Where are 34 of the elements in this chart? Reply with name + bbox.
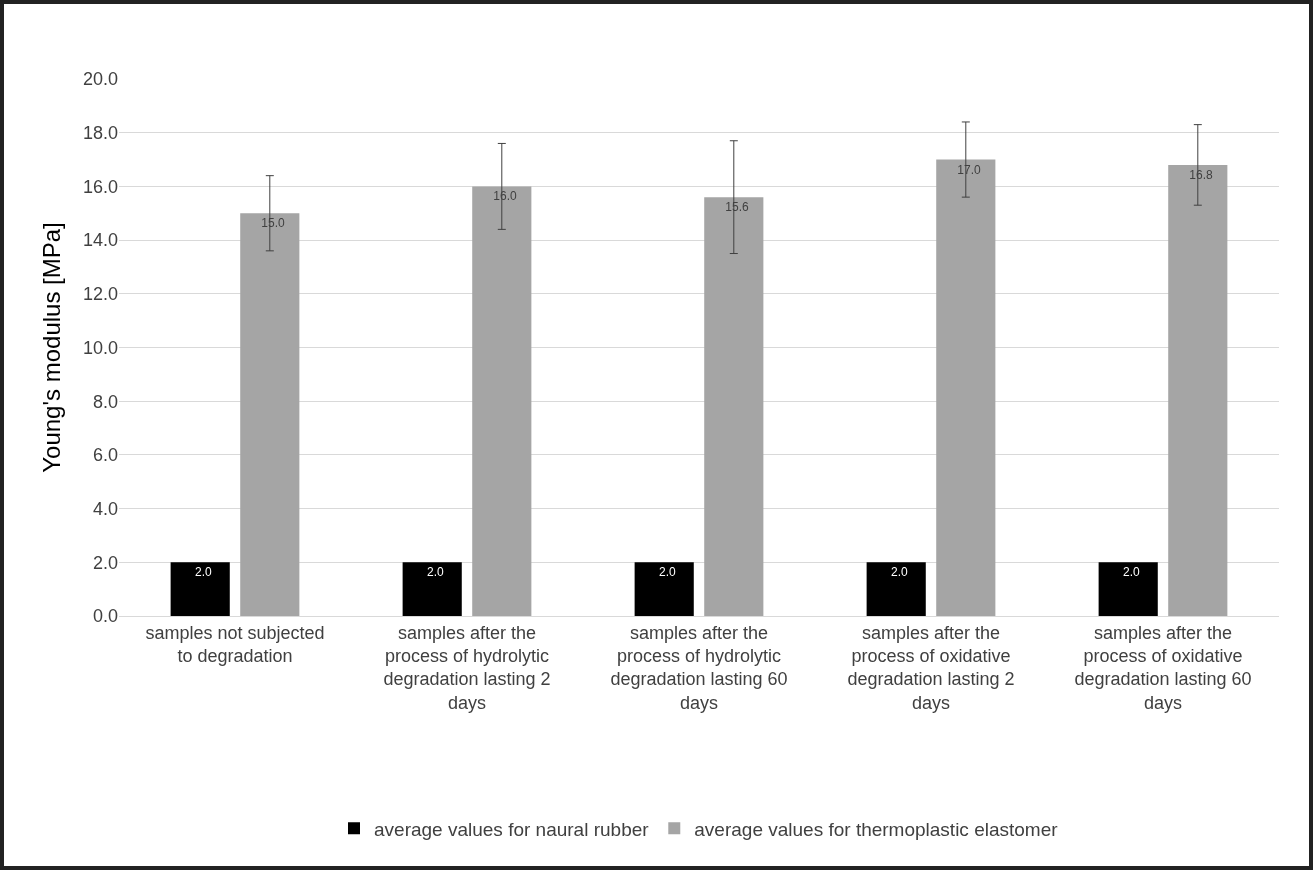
bar [634, 562, 694, 616]
y-tick-label: 12.0 [82, 284, 118, 305]
y-tick-label: 6.0 [92, 445, 118, 466]
data-label: 2.0 [420, 565, 445, 580]
data-label: 2.0 [884, 565, 909, 580]
x-tick-label: samples not subjected to degradation [145, 622, 325, 666]
y-tick-label: 2.0 [92, 552, 118, 573]
legend-label: average values for naural rubber [374, 818, 650, 840]
y-tick-label: 10.0 [82, 337, 118, 358]
legend-label: average values for thermoplastic elastomer [694, 818, 1059, 840]
bar [1098, 562, 1158, 616]
y-tick-label: 14.0 [82, 230, 118, 251]
bar [170, 562, 230, 616]
x-tick-label: samples after the process of hydrolytic degradation lasting 60 days [610, 622, 788, 713]
y-tick-label: 20.0 [82, 69, 118, 90]
bar [866, 562, 926, 616]
bar [472, 186, 532, 616]
data-label: 2.0 [1116, 565, 1141, 580]
y-tick-label: 16.0 [82, 176, 118, 197]
x-tick-label: samples after the process of oxidative degradation lasting 60 days [1074, 622, 1252, 713]
y-axis-title: Young's modulus [MPa] [38, 222, 66, 473]
y-tick-label: 4.0 [92, 498, 118, 519]
y-tick-label: 0.0 [92, 606, 118, 627]
bar [402, 562, 462, 616]
x-tick-label: samples after the process of oxidative degradation lasting 2 days [847, 622, 1015, 713]
data-label: 2.0 [652, 565, 677, 580]
y-tick-label: 8.0 [92, 391, 118, 412]
data-label: 2.0 [188, 565, 213, 580]
bar [936, 159, 996, 616]
bar [704, 197, 764, 616]
bar [240, 213, 300, 616]
x-tick-label: samples after the process of hydrolytic degradation lasting 2 days [383, 622, 551, 713]
bar [1168, 164, 1228, 616]
y-tick-label: 18.0 [82, 123, 118, 143]
